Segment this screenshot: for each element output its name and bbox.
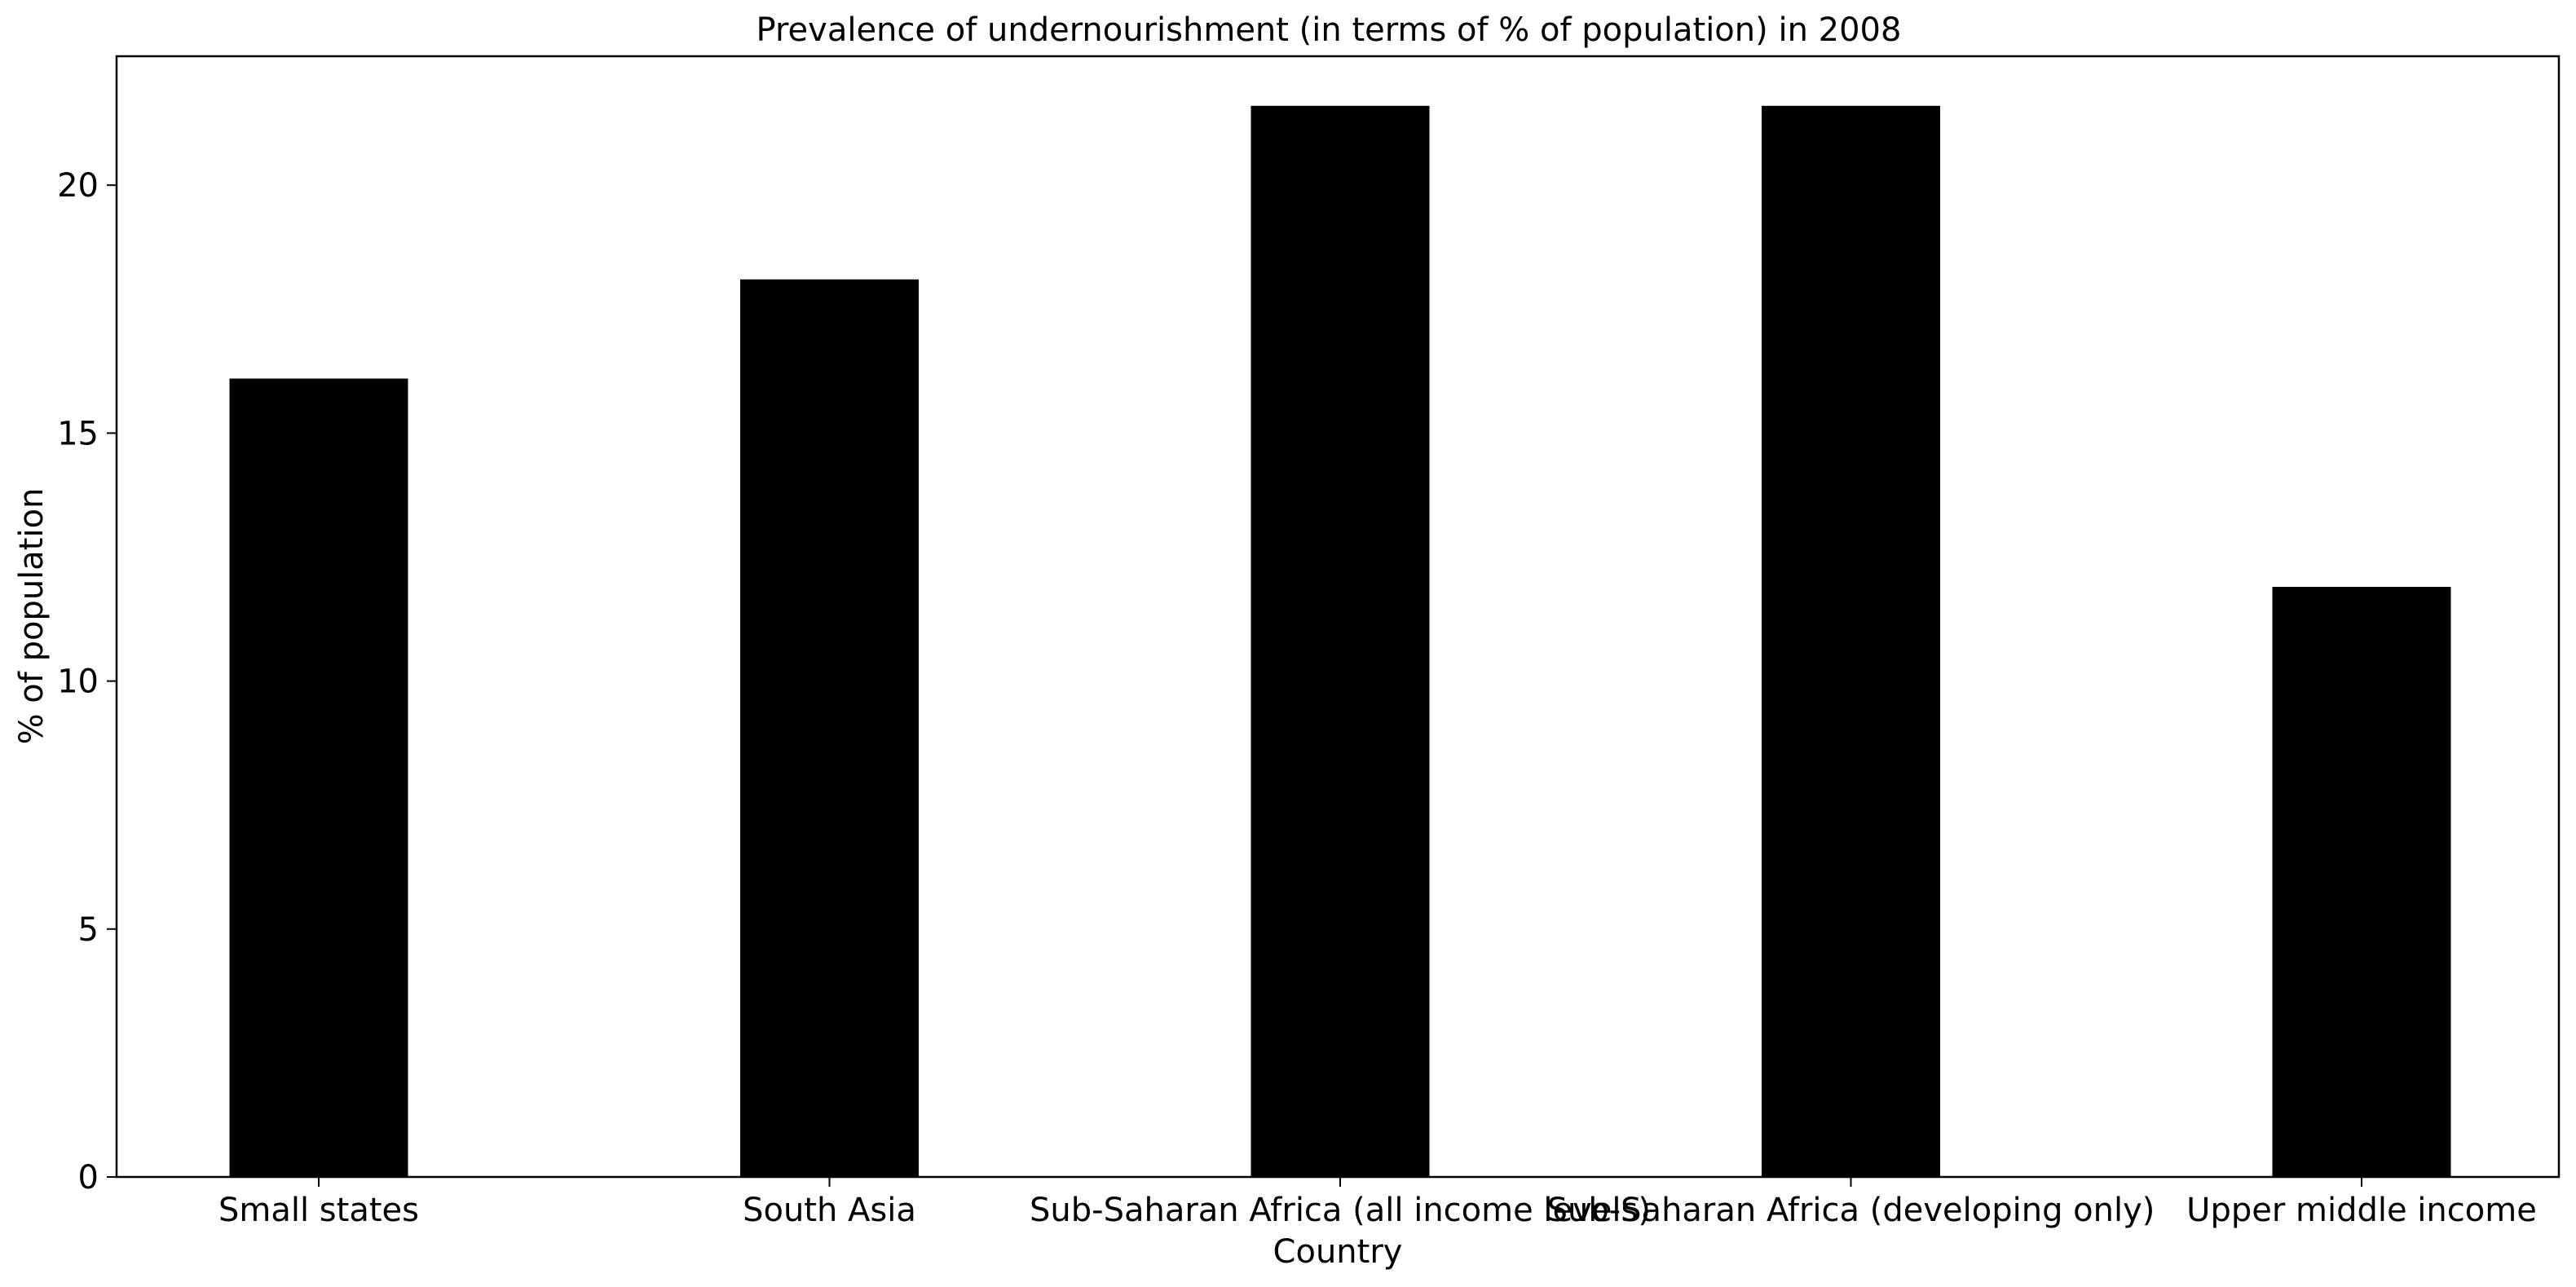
bar [229,378,408,1177]
bar [740,279,919,1177]
x-tick-label: South Asia [743,1192,916,1229]
y-axis-label: % of population [13,488,51,745]
plot-frame [115,55,2561,1179]
y-tick-label: 20 [57,167,99,205]
x-tick-label: Sub-Saharan Africa (developing only) [1547,1192,2155,1229]
y-axis-ticks: 0 5 10 15 20 [57,167,117,1197]
bar [1762,105,1940,1178]
y-tick-label: 0 [78,1159,99,1197]
bar [2272,586,2451,1177]
x-axis-label: Country [1273,1233,1403,1271]
x-tick-label: Sub-Saharan Africa (all income levels) [1030,1192,1651,1229]
x-axis-ticks: Small states South Asia Sub-Saharan Africa… [218,1177,2537,1229]
bars-group [229,105,2451,1178]
chart-title: Prevalence of undernourishment (in terms… [756,11,1902,49]
y-tick-label: 10 [57,663,99,701]
bar [1251,105,1430,1178]
x-tick-label: Small states [218,1192,419,1229]
y-tick-label: 5 [78,911,99,949]
y-tick-label: 15 [57,415,99,452]
x-tick-label: Upper middle income [2186,1192,2537,1229]
